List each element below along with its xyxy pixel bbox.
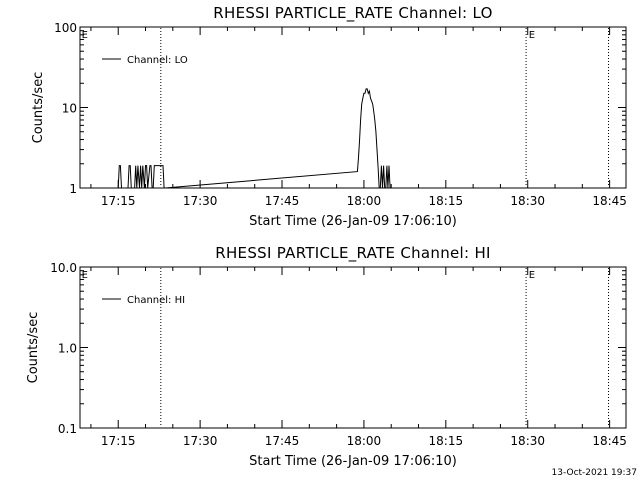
y-axis-label: Counts/sec xyxy=(31,72,46,144)
y-tick-label: 10.0 xyxy=(50,261,77,275)
chart-title: RHESSI PARTICLE_RATE Channel: LO xyxy=(213,4,492,23)
y-tick-label: 10 xyxy=(62,102,77,116)
x-tick-label: 17:30 xyxy=(183,434,218,448)
event-marker: E xyxy=(82,30,88,41)
x-tick-label: 18:30 xyxy=(510,434,545,448)
x-tick-label: 18:45 xyxy=(592,194,627,208)
plot-frame xyxy=(79,26,627,189)
x-tick-label: 18:15 xyxy=(429,434,464,448)
series-line xyxy=(117,88,398,189)
x-axis-label: Start Time (26-Jan-09 17:06:10) xyxy=(249,214,457,229)
y-axis-label: Counts/sec xyxy=(26,312,41,384)
event-marker: E xyxy=(82,270,88,281)
x-tick-label: 18:15 xyxy=(429,194,464,208)
x-tick-label: 17:15 xyxy=(101,434,136,448)
x-tick-label: 18:30 xyxy=(510,194,545,208)
panel-lo: RHESSI PARTICLE_RATE Channel: LO 1 10 100 17… xyxy=(31,4,627,229)
x-tick-label: 18:00 xyxy=(347,434,382,448)
x-tick-label: 18:45 xyxy=(592,434,627,448)
x-tick-label: 17:15 xyxy=(101,194,136,208)
event-marker: E xyxy=(529,30,535,41)
event-marker: E xyxy=(529,270,535,281)
x-tick-label: 18:00 xyxy=(347,194,382,208)
x-tick-label: 17:30 xyxy=(183,194,218,208)
x-tick-label: 17:45 xyxy=(265,194,300,208)
y-tick-label: 100 xyxy=(54,21,77,35)
y-tick-label: 1 xyxy=(69,182,77,196)
y-tick-label: 0.1 xyxy=(58,422,77,436)
x-tick-label: 17:45 xyxy=(265,434,300,448)
legend-label: Channel: HI xyxy=(127,295,185,306)
panel-hi: RHESSI PARTICLE_RATE Channel: HI 0.1 1.0 10… xyxy=(26,244,627,469)
y-tick-label: 1.0 xyxy=(58,342,77,356)
legend-label: Channel: LO xyxy=(127,55,188,66)
plot-frame xyxy=(79,266,627,429)
x-axis-label: Start Time (26-Jan-09 17:06:10) xyxy=(249,454,457,469)
footer-timestamp: 13-Oct-2021 19:37 xyxy=(552,468,637,478)
chart-title: RHESSI PARTICLE_RATE Channel: HI xyxy=(215,244,491,263)
